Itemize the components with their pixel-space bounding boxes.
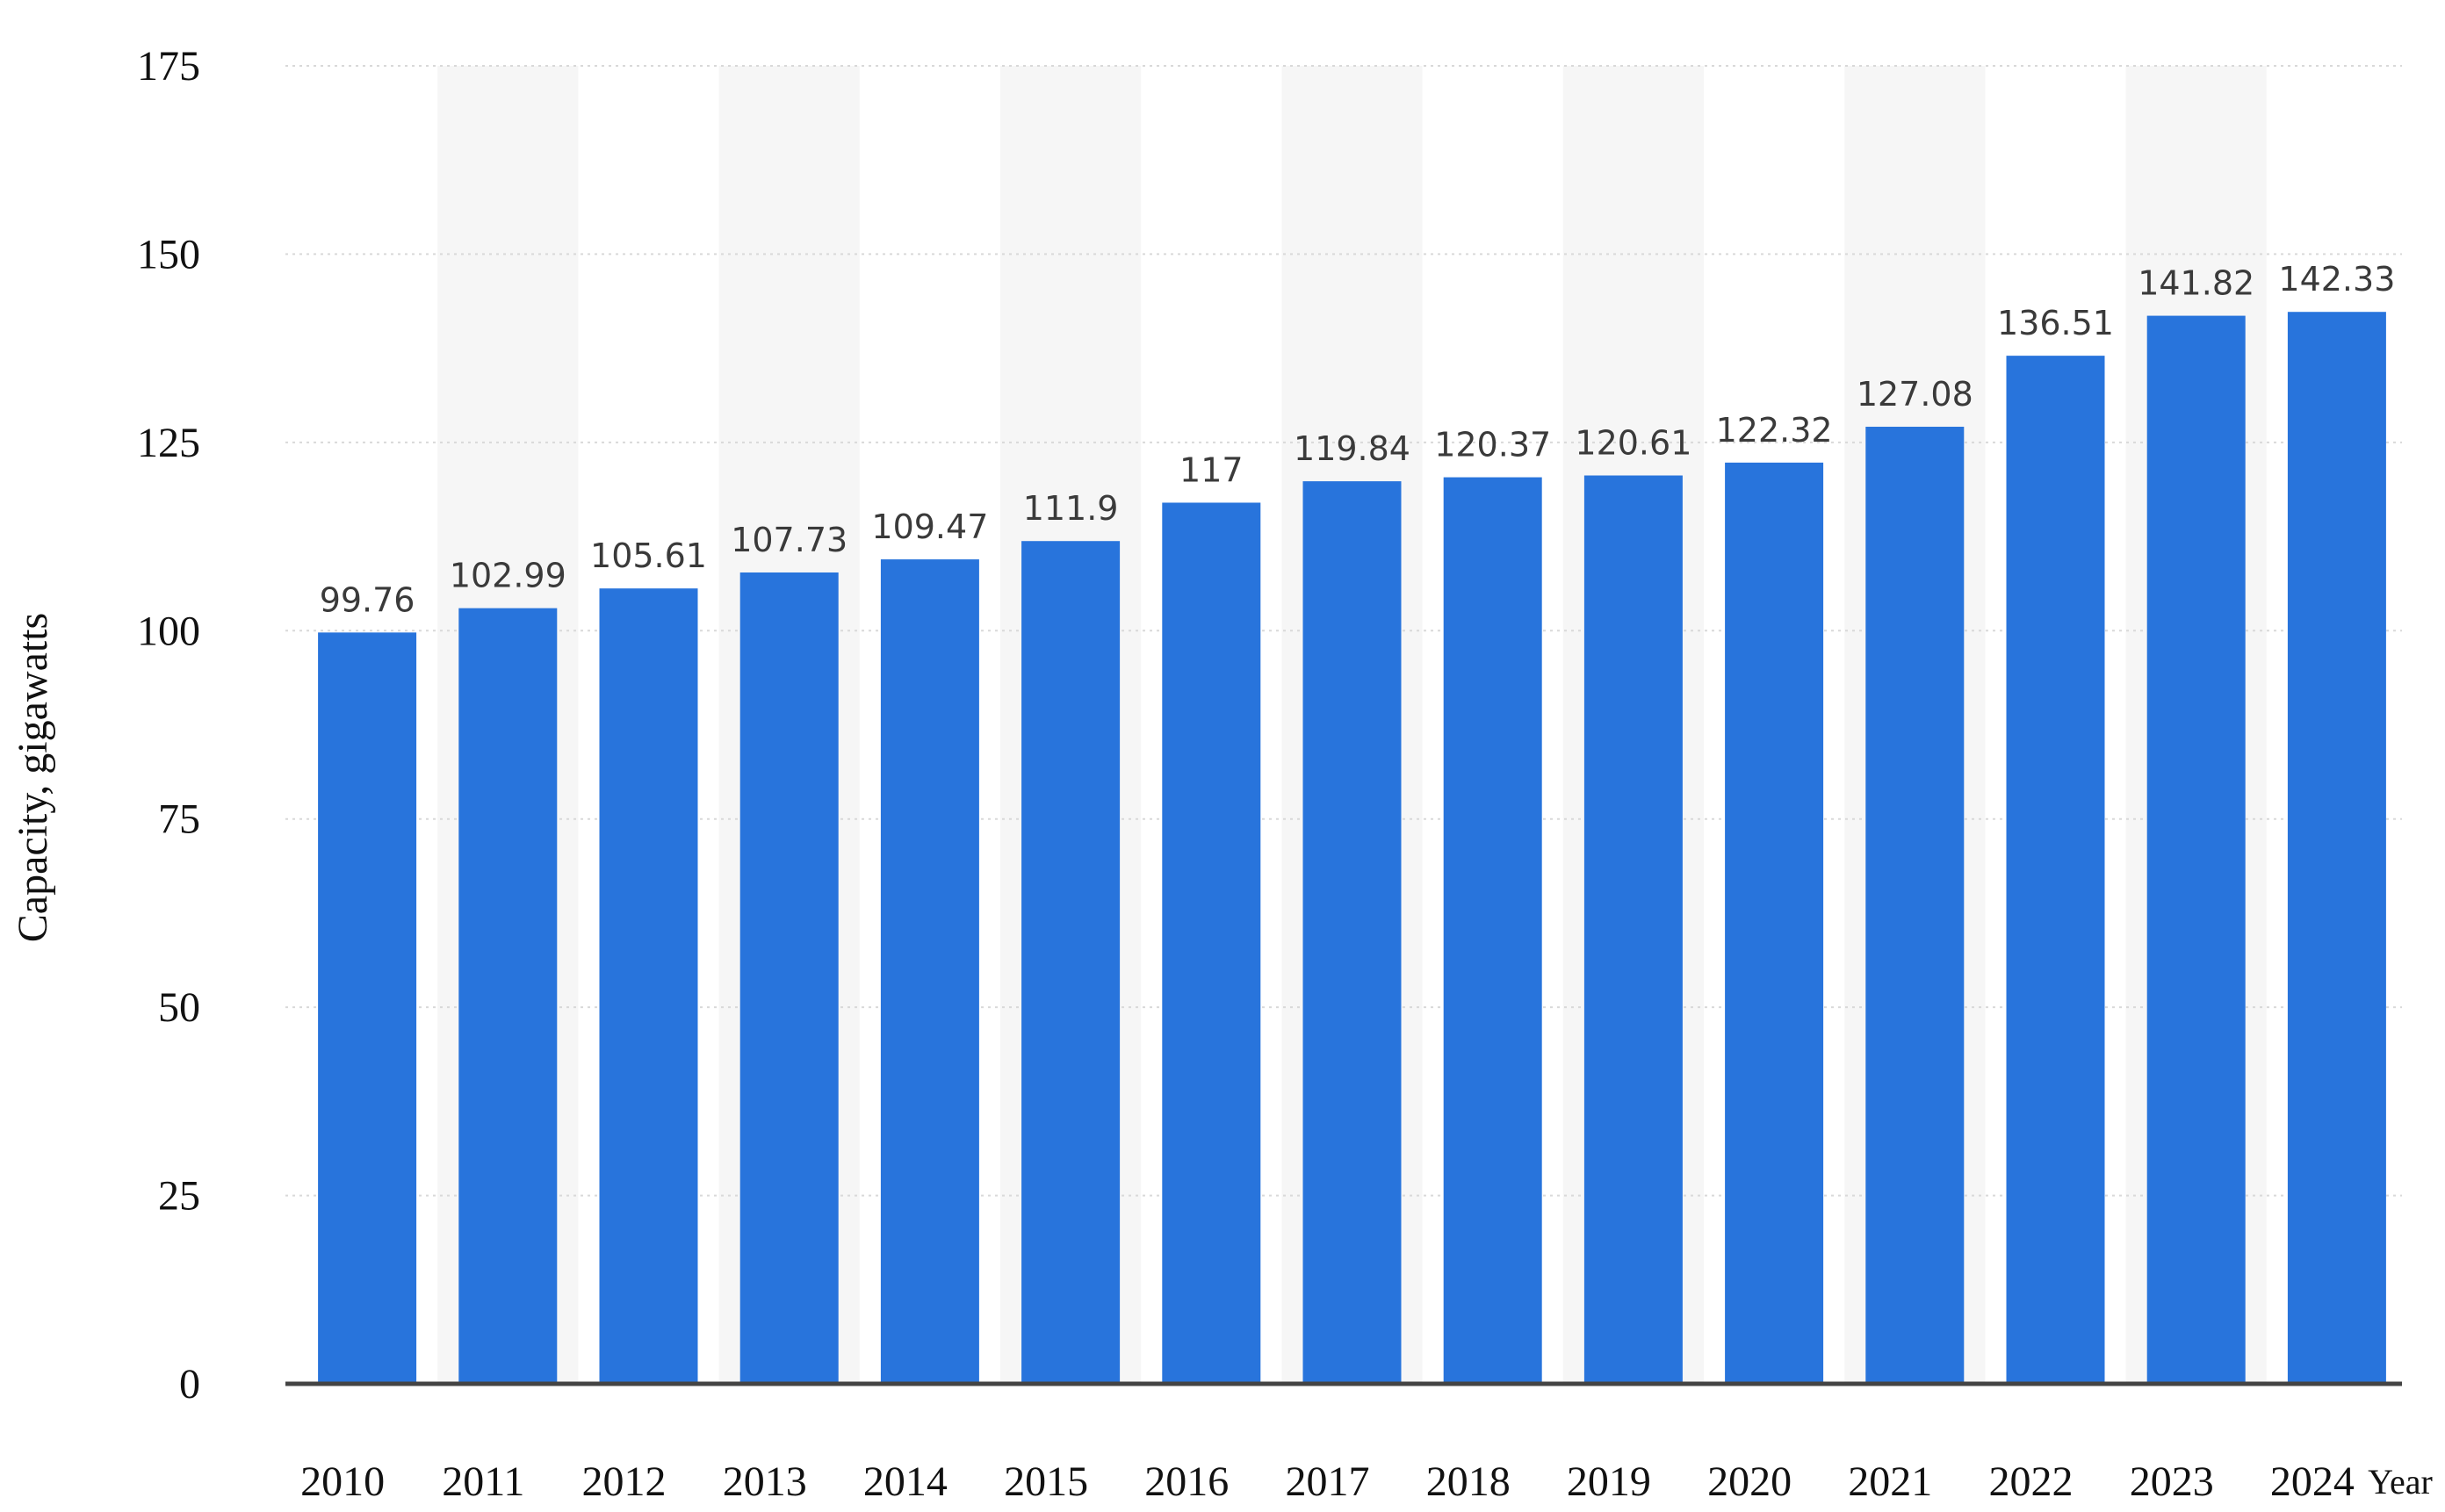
y-tick-label: 0 bbox=[179, 1361, 200, 1408]
x-tick-label-2023: 2023 bbox=[2130, 1458, 2214, 1505]
x-axis-ticks: 2010 2011 2012 2013 2014 2015 2016 2017 2018 2019… bbox=[300, 1458, 2355, 1505]
data-label-2017: 119.84 bbox=[1294, 429, 1410, 468]
data-label-2019: 120.61 bbox=[1575, 424, 1691, 463]
x-tick-label-2017: 2017 bbox=[1286, 1458, 1370, 1505]
bar-2017 bbox=[1302, 481, 1402, 1384]
bar-2024 bbox=[2287, 312, 2386, 1384]
data-label-2010: 99.76 bbox=[320, 580, 415, 619]
data-label-2012: 105.61 bbox=[590, 536, 707, 575]
bar-2020 bbox=[1725, 462, 1824, 1384]
data-label-2022: 136.51 bbox=[1997, 304, 2114, 342]
x-tick-label-2012: 2012 bbox=[582, 1458, 667, 1505]
y-tick-label: 100 bbox=[137, 608, 200, 654]
data-label-2024: 142.33 bbox=[2278, 260, 2395, 299]
x-tick-label-2018: 2018 bbox=[1426, 1458, 1511, 1505]
bar-2023 bbox=[2146, 315, 2246, 1384]
y-axis-ticks: 0 25 50 75 100 125 150 175 bbox=[137, 43, 200, 1408]
bar-2014 bbox=[880, 559, 979, 1384]
y-tick-label: 150 bbox=[137, 231, 200, 277]
y-axis-title: Capacity, gigawatts bbox=[10, 613, 56, 942]
x-tick-label-2014: 2014 bbox=[863, 1458, 948, 1505]
y-tick-label: 75 bbox=[158, 796, 200, 843]
x-tick-label-2022: 2022 bbox=[1989, 1458, 2074, 1505]
bar-2015 bbox=[1021, 541, 1121, 1384]
x-tick-label-2015: 2015 bbox=[1004, 1458, 1088, 1505]
data-label-2013: 107.73 bbox=[731, 521, 847, 559]
x-tick-label-2010: 2010 bbox=[300, 1458, 385, 1505]
bar-2021 bbox=[1865, 427, 1965, 1384]
y-tick-label: 175 bbox=[137, 43, 200, 90]
x-axis-title: Year bbox=[2368, 1462, 2433, 1501]
data-label-2023: 141.82 bbox=[2138, 264, 2254, 303]
x-tick-label-2016: 2016 bbox=[1144, 1458, 1229, 1505]
data-label-2015: 111.9 bbox=[1023, 489, 1119, 528]
bar-2018 bbox=[1443, 477, 1542, 1384]
bar-2012 bbox=[599, 588, 698, 1384]
data-label-2014: 109.47 bbox=[871, 508, 988, 546]
data-labels: 99.76 102.99 105.61 107.73 109.47 111.9 117 119… bbox=[320, 260, 2396, 619]
data-label-2020: 122.32 bbox=[1716, 411, 1833, 450]
data-label-2011: 102.99 bbox=[450, 557, 566, 595]
x-tick-label-2024: 2024 bbox=[2270, 1458, 2355, 1505]
data-label-2018: 120.37 bbox=[1434, 426, 1551, 464]
bar-2010 bbox=[318, 632, 417, 1384]
bars bbox=[318, 312, 2386, 1385]
bar-2016 bbox=[1162, 502, 1261, 1384]
bar-2011 bbox=[458, 608, 558, 1384]
x-tick-label-2021: 2021 bbox=[1848, 1458, 1932, 1505]
data-label-2016: 117 bbox=[1179, 450, 1244, 489]
x-tick-label-2013: 2013 bbox=[723, 1458, 807, 1505]
bar-2022 bbox=[2006, 356, 2105, 1384]
x-tick-label-2020: 2020 bbox=[1707, 1458, 1792, 1505]
data-label-2021: 127.08 bbox=[1857, 375, 1973, 414]
x-tick-label-2019: 2019 bbox=[1567, 1458, 1651, 1505]
y-tick-label: 25 bbox=[158, 1173, 200, 1220]
bar-2013 bbox=[739, 572, 839, 1384]
y-tick-label: 50 bbox=[158, 984, 200, 1031]
y-tick-label: 125 bbox=[137, 420, 200, 466]
x-tick-label-2011: 2011 bbox=[442, 1458, 524, 1505]
bar-2019 bbox=[1583, 475, 1683, 1385]
